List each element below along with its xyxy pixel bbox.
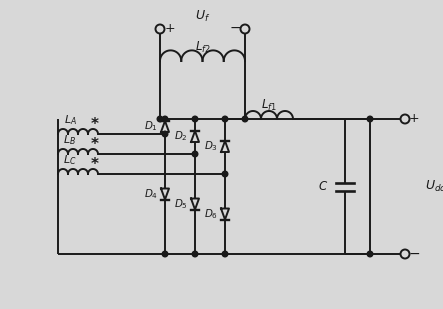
Text: $U_f$: $U_f$: [195, 9, 210, 24]
Circle shape: [367, 116, 373, 122]
Circle shape: [192, 151, 198, 157]
Text: −: −: [229, 21, 241, 35]
Circle shape: [242, 116, 248, 122]
Circle shape: [222, 251, 228, 257]
Circle shape: [162, 251, 168, 257]
Text: +: +: [165, 22, 175, 35]
Text: $L_{f2}$: $L_{f2}$: [195, 40, 211, 55]
Text: $L_A$: $L_A$: [63, 113, 77, 127]
Circle shape: [367, 251, 373, 257]
Text: *: *: [91, 116, 99, 132]
Circle shape: [157, 116, 163, 122]
Circle shape: [192, 251, 198, 257]
Text: *: *: [91, 137, 99, 151]
Text: +: +: [409, 112, 420, 125]
Circle shape: [162, 131, 168, 137]
Circle shape: [222, 116, 228, 122]
Circle shape: [222, 171, 228, 177]
Text: −: −: [408, 247, 420, 261]
Text: $L_B$: $L_B$: [63, 133, 77, 147]
Text: $D_6$: $D_6$: [204, 207, 218, 221]
Text: $D_5$: $D_5$: [174, 197, 188, 211]
Text: $D_3$: $D_3$: [204, 140, 218, 153]
Text: $L_C$: $L_C$: [63, 153, 77, 167]
Text: $U_{dc}$: $U_{dc}$: [425, 179, 443, 194]
Text: $D_2$: $D_2$: [174, 129, 188, 143]
Circle shape: [162, 116, 168, 122]
Text: $D_1$: $D_1$: [144, 120, 158, 133]
Circle shape: [192, 116, 198, 122]
Text: *: *: [91, 156, 99, 171]
Text: $C$: $C$: [318, 180, 328, 193]
Text: $D_4$: $D_4$: [144, 187, 158, 201]
Text: $L_{f1}$: $L_{f1}$: [261, 97, 277, 112]
